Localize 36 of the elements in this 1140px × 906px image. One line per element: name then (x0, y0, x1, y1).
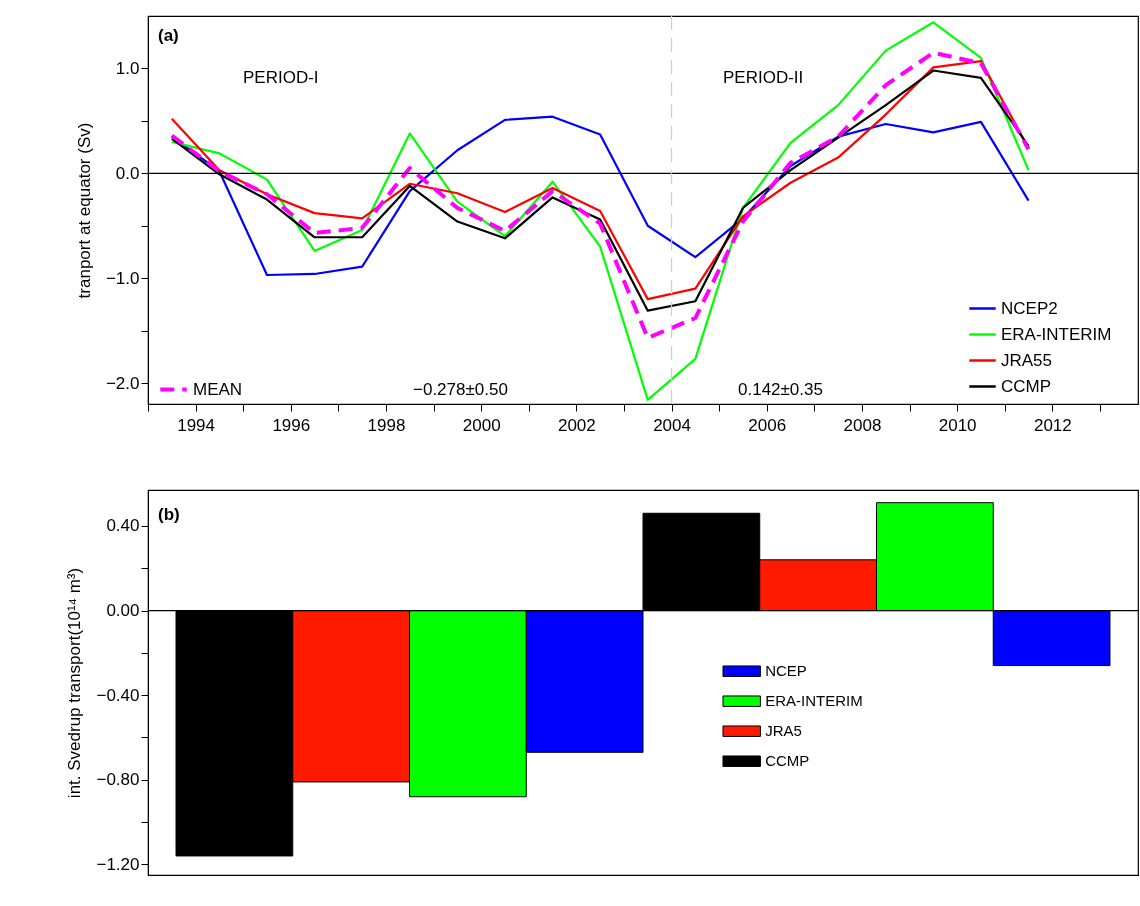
annotation: PERIOD-II (723, 68, 804, 87)
legend-label: JRA5 (765, 722, 802, 740)
x-tick-label: 2008 (843, 415, 882, 435)
x-tick-label: 2006 (748, 415, 787, 435)
legend-label: CCMP (765, 752, 810, 770)
y-tick-label: −1.0 (105, 268, 140, 288)
y-tick-label: 1.0 (115, 58, 140, 78)
x-tick-label: 2010 (938, 415, 977, 435)
annotation: −0.278±0.50 (413, 380, 508, 399)
y-axis-title: tranport at equator (Sv) (74, 122, 94, 299)
x-tick-label: 1994 (177, 415, 216, 435)
annotation: (a) (158, 26, 179, 45)
y-tick-label: 0.00 (106, 601, 140, 621)
y-axis-title: int. Svedrup transport(10¹⁴ m³) (65, 567, 85, 799)
x-tick-label: 2012 (1033, 415, 1072, 435)
x-tick-label: 1998 (367, 415, 406, 435)
y-tick-label: 0.0 (115, 163, 140, 183)
y-tick-label: 0.40 (106, 516, 140, 536)
x-tick-label: 2004 (653, 415, 691, 435)
x-tick-label: 2002 (557, 415, 596, 435)
legend-label: MEAN (193, 379, 243, 399)
legend-label: ERA-INTERIM (765, 692, 863, 710)
y-tick-label: −1.20 (96, 854, 140, 874)
annotation: PERIOD-I (243, 68, 319, 87)
annotation: (b) (158, 505, 180, 524)
legend-label: ERA-INTERIM (1001, 324, 1112, 344)
x-tick-label: 1996 (272, 415, 311, 435)
y-tick-label: −0.40 (96, 685, 140, 705)
y-tick-label: −2.0 (105, 373, 140, 393)
legend-label: JRA55 (1001, 350, 1053, 370)
annotation: 0.142±0.35 (738, 380, 823, 399)
legend-label: NCEP2 (1001, 298, 1058, 318)
legend-label: NCEP (765, 662, 807, 680)
legend-label: CCMP (1001, 376, 1052, 396)
x-tick-label: 2000 (462, 415, 501, 435)
y-tick-label: −0.80 (96, 770, 140, 790)
